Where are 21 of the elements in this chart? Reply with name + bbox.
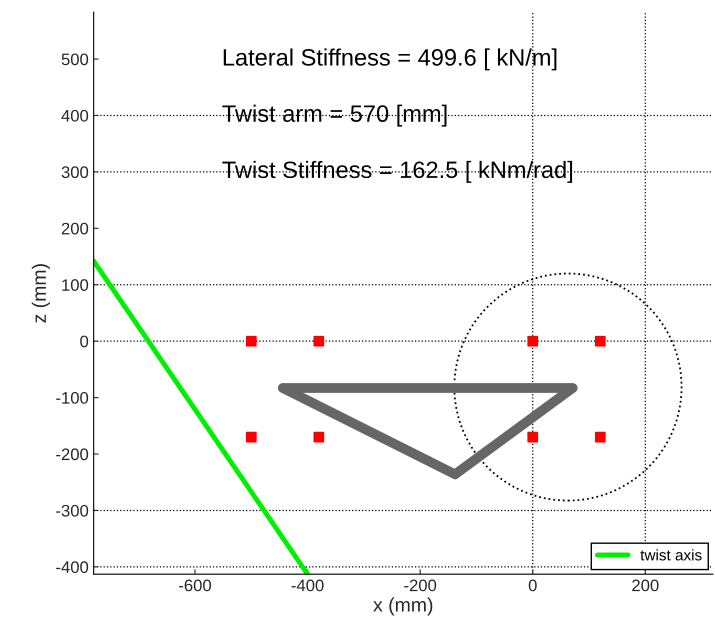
y-tick-label: 400 — [61, 110, 88, 122]
x-tick-label: 0 — [528, 580, 537, 592]
annotation: Twist Stiffness = 162.5 [ kNm/rad] — [222, 160, 572, 183]
y-axis-title: z (mm) — [32, 264, 50, 323]
y-tick-label: -300 — [56, 504, 88, 517]
x-tick-label: -600 — [179, 580, 212, 592]
y-tick-label: 100 — [62, 279, 88, 291]
annotation: Lateral Stiffness = 499.6 [ kN/m] — [224, 48, 556, 70]
x-tick-label: -400 — [292, 580, 324, 592]
x-tick-label: 200 — [632, 580, 659, 592]
y-tick-label: -400 — [56, 561, 88, 574]
legend-label: twist axis — [640, 549, 702, 560]
y-tick-label: -200 — [56, 448, 88, 460]
x-tick-label: -200 — [404, 580, 436, 592]
y-tick-label: 500 — [62, 53, 88, 66]
y-tick-label: -100 — [56, 392, 88, 404]
y-tick-label: 0 — [80, 336, 88, 348]
y-tick-label: 300 — [62, 166, 88, 178]
annotation: Twist arm = 570 [mm] — [222, 104, 446, 127]
x-axis-title: x (mm) — [373, 597, 432, 616]
y-tick-label: 200 — [62, 222, 88, 235]
